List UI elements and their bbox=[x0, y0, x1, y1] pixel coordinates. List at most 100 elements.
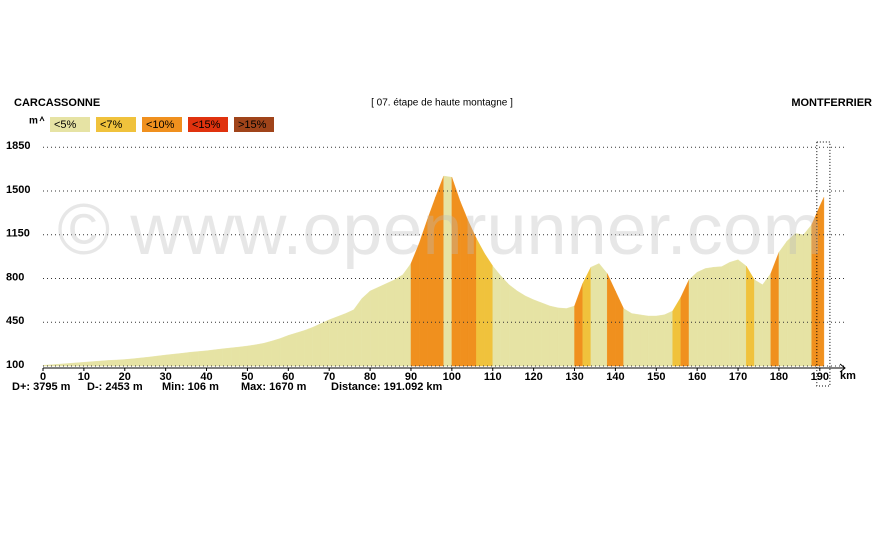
profile-segment bbox=[337, 313, 346, 367]
profile-segment bbox=[149, 355, 158, 367]
x-tick-label: 80 bbox=[364, 371, 376, 383]
legend-label: >15% bbox=[238, 119, 267, 131]
profile-segment bbox=[75, 362, 85, 367]
profile-segment bbox=[590, 263, 600, 367]
profile-segment bbox=[116, 359, 125, 367]
y-tick-label: 450 bbox=[6, 315, 24, 327]
profile-segment bbox=[288, 332, 297, 367]
profile-segment bbox=[508, 284, 518, 367]
x-tick-label: 140 bbox=[606, 371, 624, 383]
watermark: © www.openrunner.com bbox=[57, 190, 822, 270]
profile-segment bbox=[230, 346, 240, 367]
profile-segment bbox=[582, 267, 592, 367]
x-tick-label: 130 bbox=[565, 371, 583, 383]
x-axis-label: km bbox=[840, 370, 856, 382]
x-tick-label: 180 bbox=[770, 371, 788, 383]
profile-segment bbox=[328, 316, 338, 367]
finish-marker bbox=[816, 141, 831, 387]
profile-segment bbox=[345, 309, 354, 367]
x-tick-label: 30 bbox=[160, 371, 172, 383]
profile-segment bbox=[369, 286, 379, 367]
profile-segment bbox=[386, 279, 395, 367]
profile-segment bbox=[705, 267, 714, 367]
profile-segment bbox=[304, 326, 314, 367]
stat-label: Max: 1670 m bbox=[241, 381, 307, 393]
profile-segment bbox=[239, 345, 248, 367]
start-label: CARCASSONNE bbox=[14, 97, 100, 109]
stat-label: Min: 106 m bbox=[162, 381, 219, 393]
profile-segment bbox=[566, 305, 575, 367]
y-tick-label: 1500 bbox=[6, 184, 30, 196]
x-tick-label: 0 bbox=[40, 371, 46, 383]
stat-label: D-: 2453 m bbox=[87, 381, 143, 393]
profile-segment bbox=[247, 344, 256, 367]
legend-swatch bbox=[96, 117, 136, 132]
x-tick-label: 160 bbox=[688, 371, 706, 383]
y-axis-arrow bbox=[39, 115, 45, 122]
profile-segment bbox=[639, 314, 649, 367]
profile-segment bbox=[157, 354, 166, 367]
y-tick-label: 100 bbox=[6, 359, 24, 371]
profile-segment bbox=[713, 266, 722, 367]
profile-segment bbox=[721, 261, 731, 367]
y-axis-label: m bbox=[29, 116, 38, 127]
profile-segment bbox=[222, 347, 232, 367]
profile-segment bbox=[746, 265, 755, 367]
x-tick-label: 100 bbox=[443, 371, 461, 383]
profile-segment bbox=[688, 271, 698, 367]
profile-segment bbox=[91, 360, 101, 367]
y-tick-label: 1150 bbox=[6, 228, 30, 240]
x-tick-label: 50 bbox=[241, 371, 253, 383]
profile-segment bbox=[181, 352, 191, 367]
profile-segment bbox=[255, 343, 264, 367]
profile-segment bbox=[198, 350, 207, 367]
profile-segment bbox=[296, 330, 305, 367]
legend-swatch bbox=[234, 117, 274, 132]
profile-segment bbox=[631, 313, 641, 367]
x-axis-arrow bbox=[839, 363, 846, 373]
profile-segment bbox=[402, 262, 412, 367]
stat-label: Distance: 191.092 km bbox=[331, 381, 443, 393]
profile-segment bbox=[214, 348, 224, 367]
profile-segment bbox=[320, 319, 330, 367]
legend-label: <5% bbox=[54, 119, 77, 131]
profile-segment bbox=[173, 353, 183, 367]
profile-segment bbox=[189, 351, 199, 367]
x-tick-label: 20 bbox=[119, 371, 131, 383]
profile-segment bbox=[517, 290, 526, 367]
profile-segment bbox=[664, 310, 673, 367]
x-tick-label: 190 bbox=[811, 371, 829, 383]
x-tick-label: 170 bbox=[729, 371, 747, 383]
profile-segment bbox=[623, 308, 632, 367]
chart-title: [ 07. étape de haute montagne ] bbox=[371, 98, 513, 109]
profile-segment bbox=[394, 274, 403, 367]
profile-segment bbox=[83, 361, 93, 367]
stat-label: D+: 3795 m bbox=[12, 381, 71, 393]
profile-segment bbox=[819, 197, 825, 367]
y-tick-label: 1850 bbox=[6, 140, 30, 152]
profile-segment bbox=[525, 295, 534, 367]
profile-segment bbox=[140, 356, 150, 367]
x-tick-label: 110 bbox=[484, 371, 502, 383]
legend-swatch bbox=[50, 117, 90, 132]
profile-segment bbox=[492, 265, 502, 367]
profile-segment bbox=[165, 353, 175, 367]
profile-segment bbox=[271, 338, 281, 367]
profile-segment bbox=[737, 259, 747, 367]
profile-segment bbox=[549, 305, 559, 367]
profile-segment bbox=[378, 283, 387, 367]
x-tick-label: 90 bbox=[405, 371, 417, 383]
x-tick-label: 10 bbox=[78, 371, 90, 383]
legend-label: <10% bbox=[146, 119, 175, 131]
profile-segment bbox=[484, 252, 493, 367]
profile-segment bbox=[263, 340, 273, 367]
profile-segment bbox=[647, 315, 657, 367]
legend-label: <15% bbox=[192, 119, 221, 131]
profile-segment bbox=[762, 272, 771, 367]
profile-segment bbox=[500, 275, 510, 367]
x-tick-label: 40 bbox=[200, 371, 212, 383]
x-tick-label: 70 bbox=[323, 371, 335, 383]
profile-segment bbox=[533, 299, 543, 367]
y-tick-label: 800 bbox=[6, 271, 24, 283]
